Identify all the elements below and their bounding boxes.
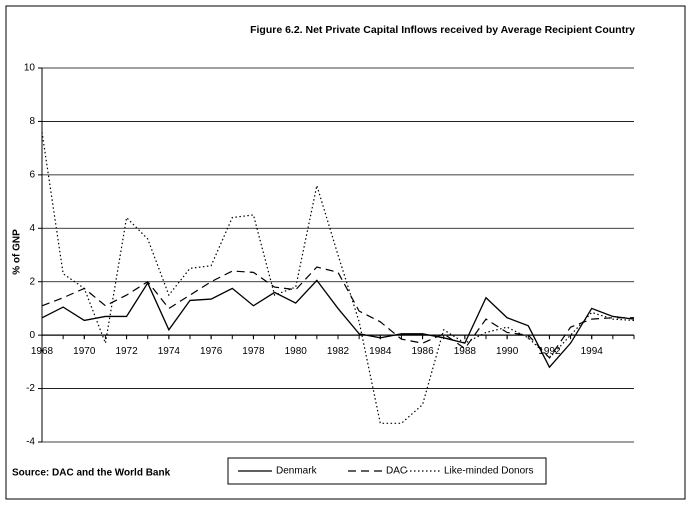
x-tick-label: 1994 bbox=[581, 346, 604, 357]
source-note: Source: DAC and the World Bank bbox=[12, 468, 171, 479]
y-axis-label: % of GNP bbox=[12, 229, 23, 275]
x-tick-label: 1980 bbox=[285, 346, 308, 357]
x-tick-label: 1970 bbox=[73, 346, 96, 357]
y-tick-label: -2 bbox=[26, 383, 35, 394]
x-tick-label: 1972 bbox=[115, 346, 138, 357]
legend-label: Denmark bbox=[276, 466, 318, 477]
legend-label: DAC bbox=[386, 466, 407, 477]
x-tick-label: 1984 bbox=[369, 346, 392, 357]
x-tick-label: 1978 bbox=[242, 346, 265, 357]
x-tick-label: 1990 bbox=[496, 346, 519, 357]
series-line bbox=[41, 279, 635, 369]
y-tick-label: -4 bbox=[26, 437, 35, 448]
x-tick-label: 1982 bbox=[327, 346, 350, 357]
x-tick-label: 1986 bbox=[411, 346, 434, 357]
y-tick-label: 8 bbox=[29, 116, 35, 127]
x-tick-label: 1976 bbox=[200, 346, 223, 357]
legend-label: Like-minded Donors bbox=[444, 466, 534, 477]
x-tick-label: 1974 bbox=[158, 346, 181, 357]
x-tick-label: 1968 bbox=[31, 346, 54, 357]
legend-box bbox=[227, 457, 547, 485]
x-tick-label: 1988 bbox=[454, 346, 477, 357]
y-tick-label: 10 bbox=[24, 63, 36, 74]
y-tick-label: 0 bbox=[29, 330, 35, 341]
x-tick-label: 1992 bbox=[538, 346, 561, 357]
frame bbox=[5, 5, 686, 500]
y-tick-label: 4 bbox=[29, 223, 35, 234]
chart-title: Figure 6.2. Net Private Capital Inflows … bbox=[250, 24, 635, 36]
series-line bbox=[41, 132, 635, 424]
y-tick-label: 6 bbox=[29, 169, 35, 180]
y-tick-label: 2 bbox=[29, 276, 35, 287]
